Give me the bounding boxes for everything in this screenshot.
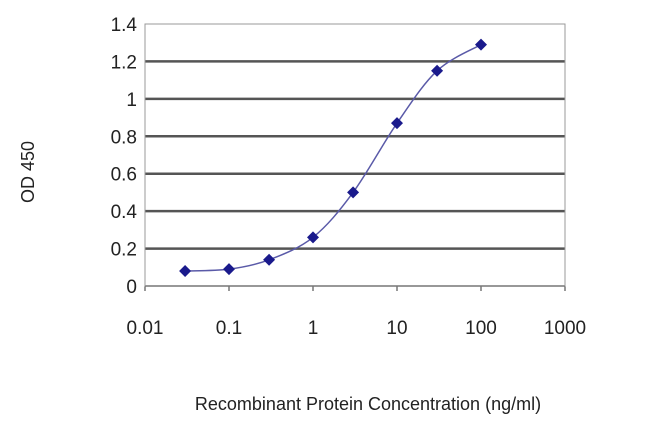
y-tick-label: 1.2 xyxy=(111,52,137,73)
data-point xyxy=(347,186,360,199)
data-point xyxy=(263,253,276,266)
y-tick-label: 0.6 xyxy=(111,165,137,186)
series-points xyxy=(179,38,487,278)
data-point xyxy=(475,38,487,51)
y-tick-label: 1 xyxy=(126,90,137,111)
x-tick-labels: 0.01 0.1 1 10 100 1000 xyxy=(127,318,587,339)
gridlines xyxy=(144,60,566,291)
x-tick-label: 10 xyxy=(386,318,407,339)
y-tick-label: 0.8 xyxy=(111,127,137,148)
data-point xyxy=(223,263,235,276)
x-tick-label: 1 xyxy=(308,318,319,339)
y-tick-labels: 0 0.2 0.4 0.6 0.8 1 1.2 1.4 xyxy=(111,15,138,298)
series-line xyxy=(185,43,482,272)
data-point xyxy=(179,265,192,278)
y-tick-label: 1.4 xyxy=(111,15,138,36)
data-point xyxy=(307,231,319,244)
x-tick-label: 0.1 xyxy=(216,318,242,339)
data-point xyxy=(391,117,403,130)
plot-area xyxy=(144,23,566,287)
y-tick-label: 0.2 xyxy=(111,240,137,261)
y-axis-label: OD 450 xyxy=(18,141,38,203)
data-point xyxy=(431,64,444,77)
y-tick-label: 0 xyxy=(126,277,137,298)
x-tick-label: 100 xyxy=(465,318,497,339)
x-tick-label: 0.01 xyxy=(127,318,164,339)
y-tick-label: 0.4 xyxy=(111,202,138,223)
x-tick-label: 1000 xyxy=(544,318,586,339)
x-axis-label: Recombinant Protein Concentration (ng/ml… xyxy=(195,394,541,414)
